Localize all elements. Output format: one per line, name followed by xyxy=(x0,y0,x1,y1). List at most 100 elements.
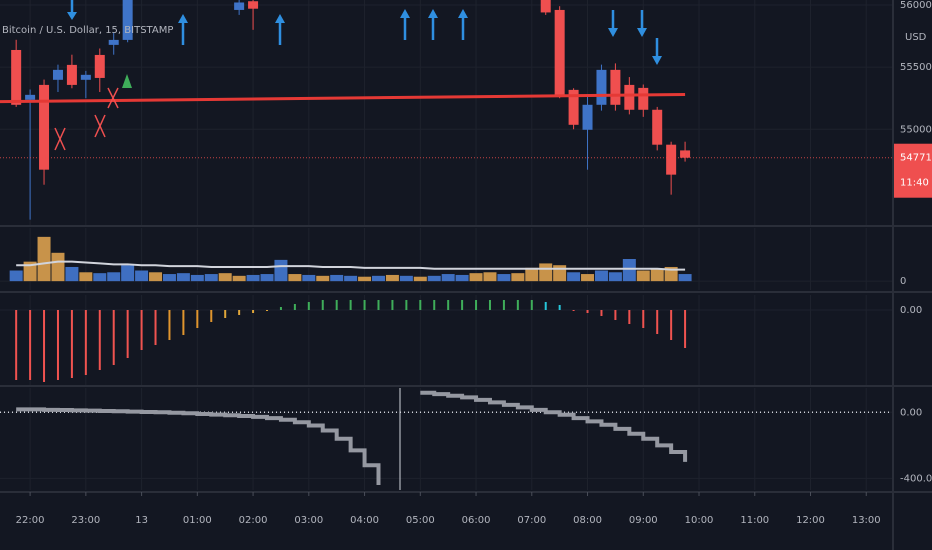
histogram-bar xyxy=(112,310,115,365)
histogram-bar xyxy=(670,310,673,340)
histogram-bar xyxy=(405,300,408,310)
candle-body xyxy=(638,87,649,110)
volume-bar xyxy=(678,274,692,282)
histogram-bar xyxy=(70,310,73,378)
histogram-bar xyxy=(43,310,46,382)
volume-bar xyxy=(149,272,163,282)
volume-bar xyxy=(162,274,176,282)
x-tick-label: 11:00 xyxy=(740,515,769,526)
volume-bar xyxy=(93,273,107,282)
candle-body xyxy=(11,49,22,105)
histogram-bar xyxy=(363,300,366,310)
volume-bar xyxy=(344,275,358,282)
candle-body xyxy=(94,54,105,78)
countdown-label: 11:40 xyxy=(900,178,929,189)
candle-body xyxy=(582,104,593,130)
histogram-bar xyxy=(279,307,282,310)
histogram-bar xyxy=(488,300,491,310)
histogram-bar xyxy=(224,310,227,318)
y-tick-label: 56000.00 xyxy=(900,0,932,11)
x-tick-label: 13:00 xyxy=(852,515,881,526)
histogram-bar xyxy=(600,310,603,316)
histogram-bar xyxy=(307,302,310,310)
volume-bar xyxy=(525,267,539,282)
histogram-bar xyxy=(586,310,589,313)
x-tick-label: 08:00 xyxy=(573,515,602,526)
volume-bar xyxy=(204,274,218,282)
volume-bar xyxy=(497,274,511,282)
volume-bar xyxy=(594,270,608,282)
signals xyxy=(67,0,662,65)
x-tick-label: 13 xyxy=(135,515,148,526)
signal-x xyxy=(54,87,119,151)
x-tick-label: 12:00 xyxy=(796,515,825,526)
volume-bar xyxy=(483,272,497,282)
candle-body xyxy=(666,144,677,175)
axes: 22:00 23:00 13 01:00 02:00 03:00 04:00 05:00 06:… xyxy=(16,0,932,526)
last-price-box xyxy=(894,143,932,198)
volume-bar xyxy=(176,273,190,282)
histogram-bar xyxy=(210,310,213,322)
histogram-bar xyxy=(377,300,380,310)
y-tick-label: 55500.00 xyxy=(900,62,932,73)
y-tick-label: 0.00 xyxy=(900,305,922,316)
x-tick-label: 02:00 xyxy=(239,515,268,526)
candle-body xyxy=(540,0,551,13)
histogram-bar xyxy=(461,300,464,310)
candle-body xyxy=(25,94,36,100)
candle-body xyxy=(234,2,245,10)
histogram-bar xyxy=(140,310,143,350)
y-tick-label: 0 xyxy=(900,276,906,287)
volume-bar xyxy=(636,270,650,282)
volume-bar xyxy=(553,265,567,282)
step-line xyxy=(16,390,688,486)
histogram-bar xyxy=(516,300,519,310)
volume-bar xyxy=(274,259,288,282)
histogram-bar xyxy=(196,310,199,328)
histogram-bar xyxy=(572,310,575,311)
x-tick-label: 07:00 xyxy=(517,515,546,526)
x-tick-label: 09:00 xyxy=(629,515,658,526)
chart-title: Bitcoin / U.S. Dollar, 15, BITSTAMP xyxy=(2,25,173,36)
candle-body xyxy=(652,109,663,145)
candle-body xyxy=(80,74,91,80)
volume-bar xyxy=(469,273,483,282)
histogram-bar xyxy=(252,310,255,313)
histogram-bar xyxy=(447,300,450,310)
x-tick-label: 05:00 xyxy=(406,515,435,526)
volume-bar xyxy=(288,274,302,282)
histogram-bar xyxy=(335,300,338,310)
histogram-bar xyxy=(502,300,505,310)
volume-bar xyxy=(608,272,622,282)
x-tick-label: 10:00 xyxy=(685,515,714,526)
y-tick-label: -400.00 xyxy=(900,473,932,484)
histogram-bar xyxy=(419,300,422,310)
candle-body xyxy=(624,84,635,110)
histogram-bar xyxy=(656,310,659,334)
volume-bar xyxy=(650,268,664,282)
histogram-bar xyxy=(321,300,324,310)
volume-bar xyxy=(121,265,135,282)
volume-bar xyxy=(427,275,441,282)
candle-body xyxy=(680,150,691,158)
volume-bar xyxy=(107,272,121,282)
volume-bar xyxy=(511,273,525,282)
candle-body xyxy=(596,69,607,105)
histogram-bar xyxy=(628,310,631,324)
volume-bar xyxy=(246,274,260,282)
volume-bar xyxy=(622,259,636,282)
volume-bar xyxy=(581,274,595,282)
volume-bar xyxy=(218,273,232,282)
candle-body xyxy=(66,64,77,85)
histogram-bar xyxy=(433,300,436,310)
candle-body xyxy=(554,9,565,95)
histogram-bar xyxy=(475,300,478,310)
last-price-label: 54771.29 xyxy=(900,153,932,164)
volume-bar xyxy=(413,276,427,282)
volume-bar xyxy=(51,252,65,282)
histogram-bar xyxy=(614,310,617,320)
histogram-bar xyxy=(544,302,547,310)
signal-up xyxy=(122,74,132,88)
